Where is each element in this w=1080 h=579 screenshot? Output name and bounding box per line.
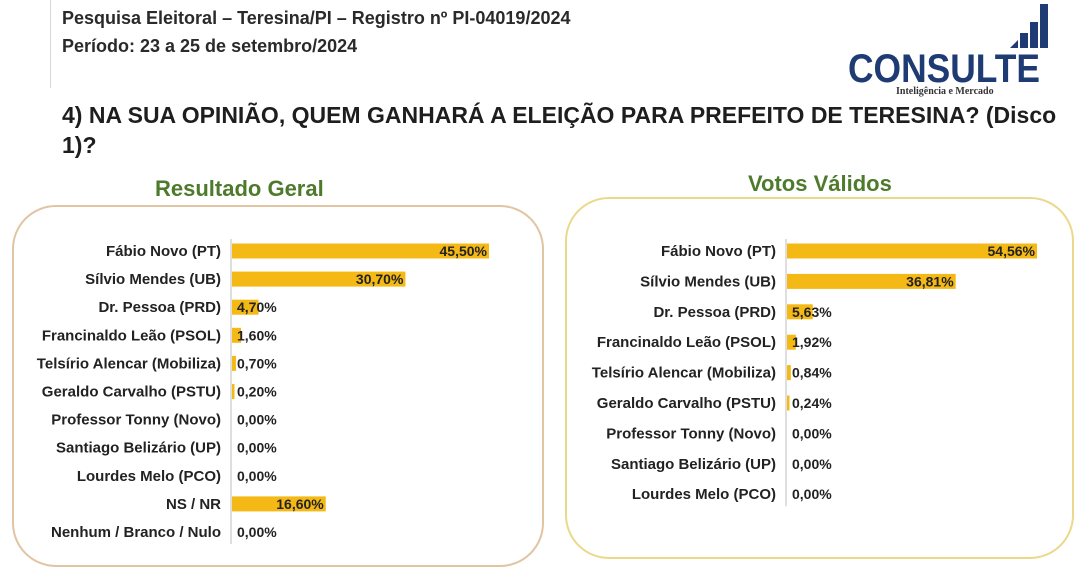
data-label: 0,00% bbox=[237, 412, 277, 428]
category-label: Lourdes Melo (PCO) bbox=[632, 486, 776, 503]
data-label: 0,84% bbox=[792, 365, 832, 381]
survey-register: Pesquisa Eleitoral – Teresina/PI – Regis… bbox=[62, 8, 571, 28]
data-label: 30,70% bbox=[356, 271, 404, 287]
logo-tagline: Inteligência e Mercado bbox=[896, 86, 994, 97]
data-label: 0,00% bbox=[237, 468, 277, 484]
header-divider bbox=[50, 0, 51, 88]
category-label: Telsírio Alencar (Mobiliza) bbox=[37, 355, 221, 372]
bar bbox=[232, 384, 235, 399]
category-label: Sílvio Mendes (UB) bbox=[640, 273, 776, 290]
data-label: 0,00% bbox=[792, 486, 832, 502]
data-label: 0,24% bbox=[792, 395, 832, 411]
logo-bars-icon bbox=[1010, 4, 1048, 48]
category-label: Lourdes Melo (PCO) bbox=[77, 468, 221, 485]
data-label: 0,20% bbox=[237, 384, 277, 400]
bar bbox=[787, 273, 956, 289]
category-label: Francinaldo Leão (PSOL) bbox=[597, 334, 776, 351]
bar bbox=[787, 395, 790, 411]
category-label: Telsírio Alencar (Mobiliza) bbox=[592, 365, 776, 382]
question-text: 4) NA SUA OPINIÃO, QUEM GANHARÁ A ELEIÇÃ… bbox=[62, 102, 1057, 158]
chart-title-validos: Votos Válidos bbox=[748, 171, 892, 196]
category-label: Francinaldo Leão (PSOL) bbox=[42, 327, 221, 344]
bar bbox=[232, 327, 242, 343]
category-label: Sílvio Mendes (UB) bbox=[85, 271, 221, 288]
bar bbox=[232, 496, 326, 512]
chart-title-geral: Resultado Geral bbox=[155, 176, 324, 201]
consulte-logo: CONSULTE Inteligência e Mercado bbox=[848, 4, 1048, 97]
data-label: 36,81% bbox=[906, 273, 954, 289]
category-label: Professor Tonny (Novo) bbox=[606, 425, 776, 442]
bar bbox=[232, 271, 406, 287]
bar bbox=[232, 355, 236, 371]
data-label: 0,00% bbox=[792, 456, 832, 472]
data-label: 0,00% bbox=[237, 440, 277, 456]
data-label: 1,92% bbox=[792, 334, 832, 350]
survey-period: Período: 23 a 25 de setembro/2024 bbox=[62, 36, 358, 56]
category-label: Fábio Novo (PT) bbox=[661, 243, 776, 260]
bar bbox=[232, 243, 489, 259]
category-label: NS / NR bbox=[166, 496, 221, 513]
data-label: 5,63% bbox=[792, 304, 832, 320]
category-label: Dr. Pessoa (PRD) bbox=[653, 304, 776, 321]
logo-wordmark: CONSULTE bbox=[848, 47, 1040, 91]
bar bbox=[787, 365, 791, 381]
data-label: 16,60% bbox=[276, 496, 324, 512]
category-label: Santiago Belizário (UP) bbox=[56, 440, 221, 457]
category-label: Dr. Pessoa (PRD) bbox=[98, 299, 221, 316]
data-label: 45,50% bbox=[440, 243, 488, 259]
data-label: 54,56% bbox=[988, 243, 1036, 259]
data-label: 1,60% bbox=[237, 327, 277, 343]
data-label: 0,70% bbox=[237, 355, 277, 371]
category-label: Geraldo Carvalho (PSTU) bbox=[42, 384, 221, 401]
bar bbox=[787, 304, 813, 320]
bar bbox=[787, 334, 796, 350]
data-label: 4,70% bbox=[237, 299, 277, 315]
category-label: Nenhum / Branco / Nulo bbox=[51, 524, 221, 541]
category-label: Professor Tonny (Novo) bbox=[51, 412, 221, 429]
data-label: 0,00% bbox=[792, 425, 832, 441]
category-label: Fábio Novo (PT) bbox=[106, 243, 221, 260]
category-label: Santiago Belizário (UP) bbox=[611, 456, 776, 473]
bar bbox=[787, 243, 1037, 259]
category-label: Geraldo Carvalho (PSTU) bbox=[597, 395, 776, 412]
data-label: 0,00% bbox=[237, 524, 277, 540]
bar bbox=[232, 299, 259, 315]
